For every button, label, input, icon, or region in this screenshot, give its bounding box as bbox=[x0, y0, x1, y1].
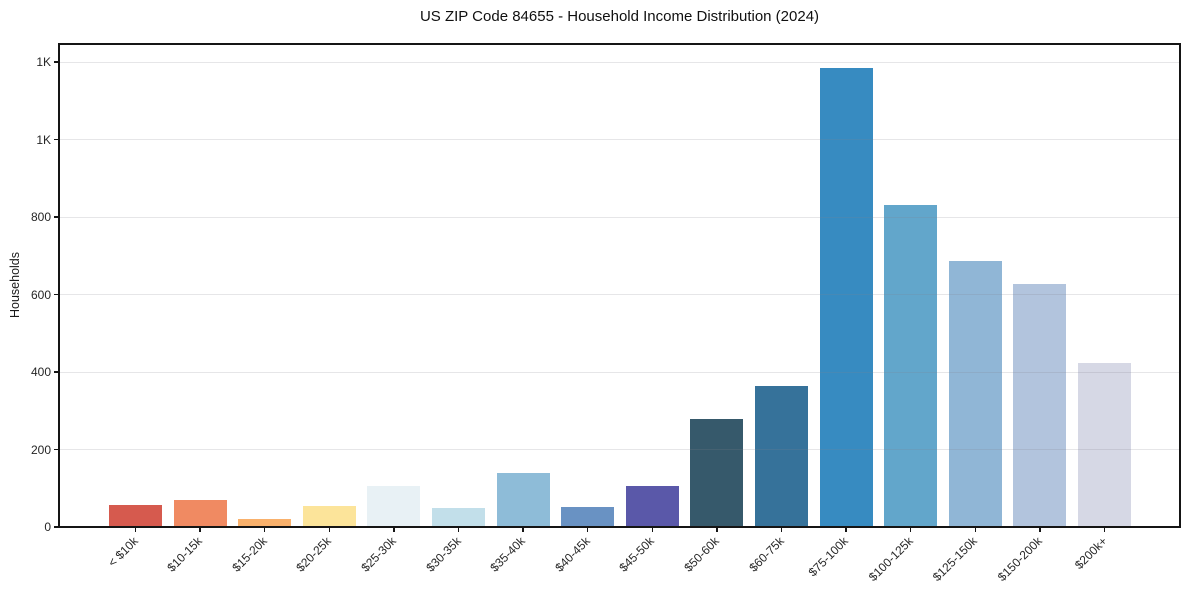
y-tick-label: 400 bbox=[30, 365, 51, 379]
x-tick-mark bbox=[1103, 527, 1106, 532]
y-tick-label: 0 bbox=[44, 520, 51, 534]
bar-$15-20k bbox=[238, 518, 292, 527]
bar-$30-35k bbox=[432, 508, 485, 527]
y-tick-mark bbox=[54, 448, 59, 451]
bar-$40-45k bbox=[561, 506, 615, 527]
x-tick-mark bbox=[263, 527, 266, 532]
bar-$60-75k bbox=[755, 386, 808, 527]
y-tick-mark bbox=[54, 61, 59, 63]
y-tick-mark bbox=[54, 526, 59, 528]
y-tick-label: 1K bbox=[36, 132, 51, 147]
x-tick-mark bbox=[974, 527, 977, 532]
bar-$35-40k bbox=[496, 472, 550, 527]
x-tick-mark bbox=[522, 527, 524, 532]
bar-$75-100k bbox=[819, 67, 873, 527]
y-tick-mark bbox=[54, 371, 59, 373]
gridline bbox=[59, 139, 1180, 140]
x-tick-mark bbox=[393, 527, 395, 532]
y-tick-label: 600 bbox=[30, 287, 51, 302]
x-tick-mark bbox=[651, 527, 654, 532]
bar-$45-50k bbox=[625, 485, 679, 527]
gridline bbox=[59, 371, 1180, 373]
gridline bbox=[59, 294, 1180, 295]
x-tick-mark bbox=[328, 527, 331, 532]
x-tick-mark bbox=[780, 527, 783, 532]
y-axis-label: Households bbox=[8, 251, 22, 319]
x-tick-mark bbox=[199, 527, 201, 532]
gridline bbox=[59, 216, 1180, 218]
x-tick-mark bbox=[845, 527, 847, 532]
plot-area bbox=[59, 44, 1180, 527]
x-tick-mark bbox=[586, 527, 589, 532]
bar-$25-30k bbox=[367, 485, 421, 527]
bar-$10-15k bbox=[173, 499, 227, 527]
x-tick-label: < $10k bbox=[104, 534, 141, 570]
gridline bbox=[59, 61, 1180, 63]
x-tick-mark bbox=[1039, 527, 1041, 532]
y-tick-mark bbox=[54, 216, 59, 218]
y-tick-label: 1K bbox=[36, 55, 51, 69]
bar-$200k+ bbox=[1078, 363, 1131, 527]
y-tick-mark bbox=[54, 138, 59, 141]
bar-$125-150k bbox=[948, 260, 1002, 527]
bar-$100-125k bbox=[884, 205, 938, 527]
y-tick-label: 200 bbox=[30, 442, 51, 457]
x-tick-mark bbox=[909, 527, 912, 532]
bar-$50-60k bbox=[690, 419, 744, 527]
gridline bbox=[59, 449, 1180, 450]
x-tick-mark bbox=[134, 527, 137, 532]
y-tick-mark bbox=[54, 293, 59, 296]
chart-title: US ZIP Code 84655 - Household Income Dis… bbox=[419, 8, 820, 25]
bar-$20-25k bbox=[302, 506, 356, 527]
bar-< $10k bbox=[109, 504, 162, 527]
x-tick-mark bbox=[716, 527, 718, 532]
y-tick-label: 800 bbox=[30, 210, 51, 224]
x-tick-mark bbox=[457, 527, 460, 532]
bar-$150-200k bbox=[1013, 284, 1067, 527]
